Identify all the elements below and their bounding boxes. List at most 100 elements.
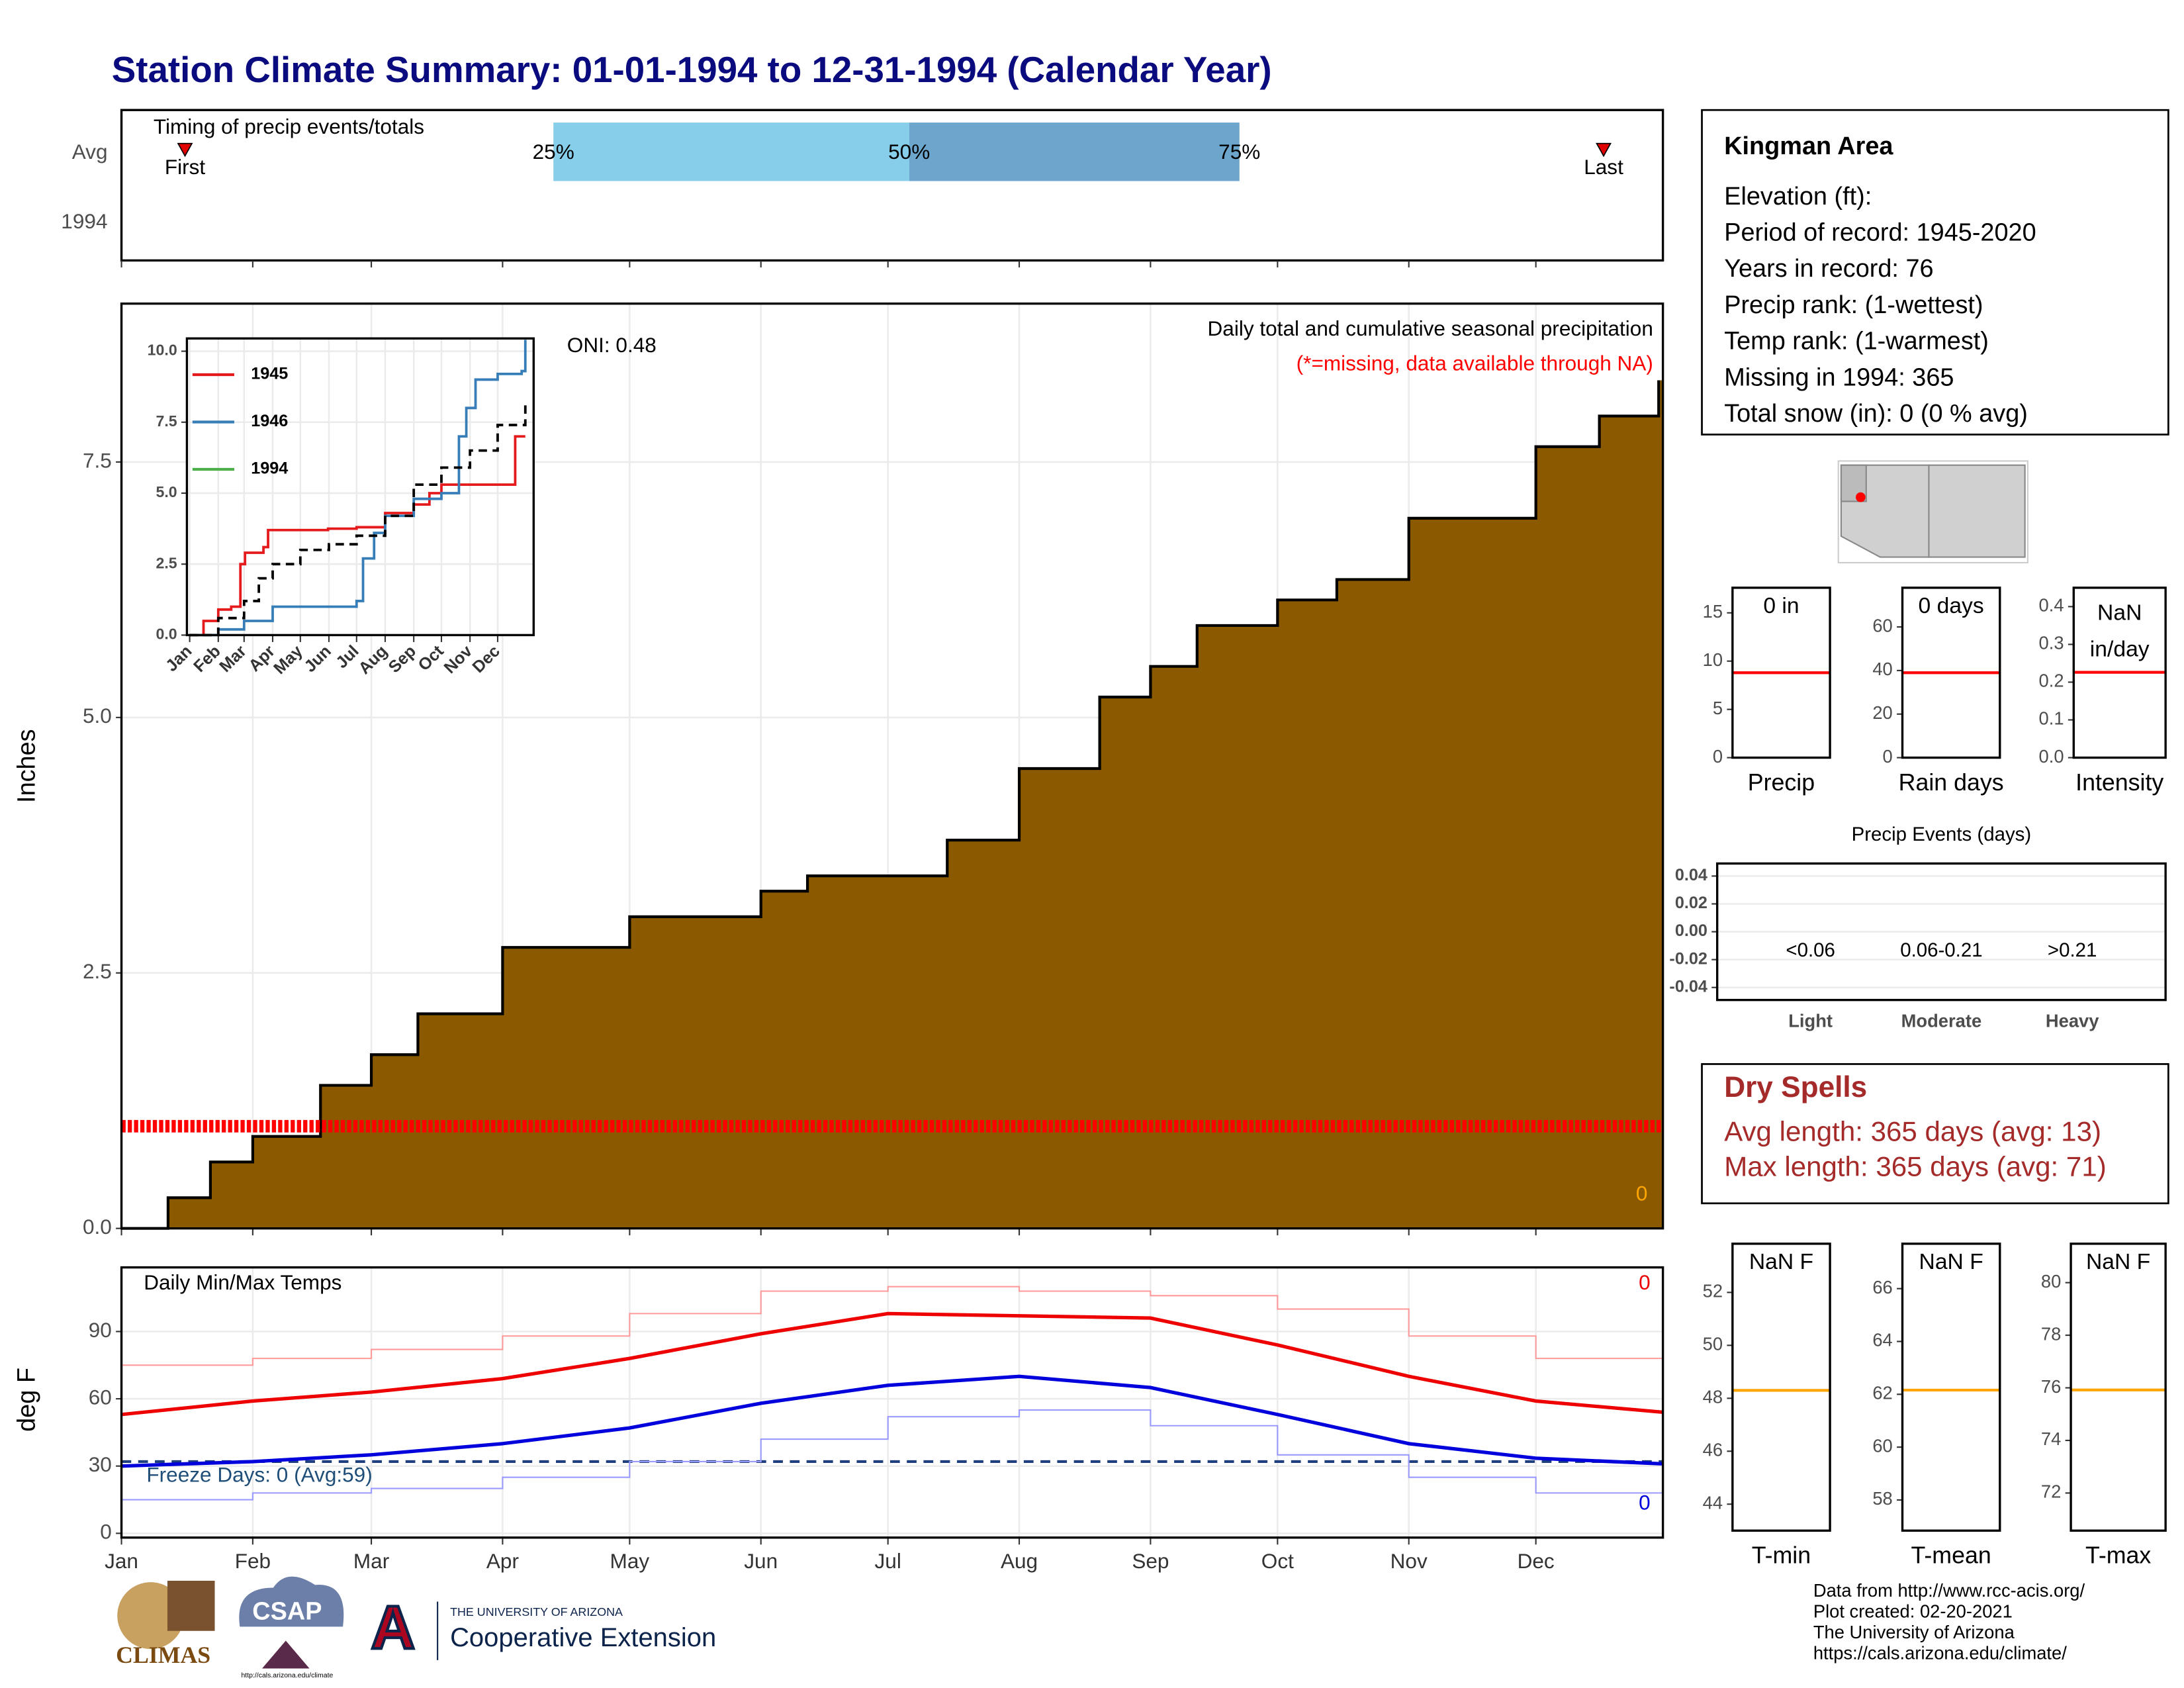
timing-marker-label: Last	[1584, 155, 1623, 179]
dry-spells-title: Dry Spells	[1724, 1071, 1867, 1103]
chart-title: Precip Events (days)	[1852, 823, 2032, 845]
info-line: Temp rank: (1-warmest)	[1724, 328, 1989, 355]
y-tick-label: 80	[2041, 1271, 2061, 1291]
y-axis-label: deg F	[13, 1368, 41, 1432]
series-line	[121, 1286, 1664, 1372]
y-tick-label: 60	[89, 1385, 112, 1409]
logos: CLIMAS CSAP http://cals.arizona.edu/clim…	[116, 1576, 716, 1679]
cumulative-outline	[121, 380, 1661, 1230]
y-tick-label: -0.04	[1669, 977, 1707, 996]
y-tick-label: 20	[1872, 702, 1892, 723]
y-tick-label: 10.0	[148, 342, 177, 359]
annotation: (*=missing, data available through NA)	[1297, 352, 1653, 375]
y-tick-label: 62	[1872, 1383, 1892, 1403]
y-tick-label: 7.5	[156, 412, 177, 430]
info-line: Total snow (in): 0 (0 % avg)	[1724, 400, 2028, 428]
x-tick-label: Aug	[1001, 1549, 1038, 1573]
x-tick-label: Feb	[235, 1549, 271, 1573]
annotation: 0	[1639, 1270, 1651, 1294]
y-tick-label: 0	[1883, 746, 1893, 767]
annotation: ONI: 0.48	[567, 333, 657, 357]
y-tick-label: -0.02	[1669, 949, 1707, 968]
percentile-bar	[909, 122, 1240, 181]
y-tick-label: 10	[1703, 649, 1723, 670]
series-line	[121, 1311, 1663, 1417]
y-tick-label: 60	[1872, 615, 1892, 635]
y-tick-label: 15	[1703, 601, 1723, 622]
series-line	[121, 1374, 1663, 1468]
percentile-label: 25%	[533, 140, 574, 164]
y-tick-label: 72	[2041, 1481, 2061, 1502]
y-tick-label: 76	[2041, 1376, 2061, 1397]
threshold-label: <0.06	[1786, 939, 1835, 961]
dry-spells-line: Avg length: 365 days (avg: 13)	[1724, 1116, 2101, 1147]
x-tick-label: Nov	[1390, 1549, 1428, 1573]
y-tick-label: 44	[1703, 1492, 1723, 1513]
annotation: Freeze Days: 0 (Avg:59)	[146, 1463, 372, 1487]
annotation: 0	[1636, 1182, 1648, 1205]
panel-frame	[120, 109, 1664, 262]
x-tick-label: Heavy	[2046, 1011, 2099, 1031]
panel-frame	[1901, 586, 2001, 759]
info-box	[1701, 109, 2169, 436]
info-title: Kingman Area	[1724, 132, 1893, 160]
y-tick-label: 58	[1872, 1488, 1892, 1509]
dry-spells-box	[1701, 1063, 2169, 1205]
gauge-label: NaN F	[2086, 1250, 2150, 1274]
panel-bg	[121, 1267, 1663, 1538]
y-tick-label: 0.4	[2039, 595, 2064, 616]
info-line: Precip rank: (1-wettest)	[1724, 291, 1983, 319]
y-tick-label: 52	[1703, 1281, 1723, 1301]
y-tick-label: 66	[1872, 1277, 1892, 1297]
footer-line: https://cals.arizona.edu/climate/	[1813, 1643, 2067, 1664]
y-tick-label: 46	[1703, 1440, 1723, 1460]
panel-frame	[120, 1266, 1664, 1539]
x-tick-label: Jul	[875, 1549, 901, 1573]
x-tick-label: Sep	[1132, 1549, 1169, 1573]
y-tick-label: 0.2	[2039, 671, 2064, 691]
annotation: Daily total and cumulative seasonal prec…	[1208, 316, 1653, 340]
y-tick-label: 0.0	[156, 626, 177, 643]
timing-marker	[177, 142, 193, 158]
y-tick-label: 30	[89, 1452, 112, 1476]
y-axis-label: Inches	[13, 729, 41, 803]
legend-label: 1946	[251, 412, 288, 430]
panel-frame	[2072, 586, 2167, 759]
gauge-x-label: Rain days	[1899, 769, 2004, 796]
footer-line: The University of Arizona	[1813, 1622, 2015, 1642]
x-tick-label: Dec	[1518, 1549, 1555, 1573]
cumulative-area	[121, 380, 1663, 1229]
csap-cloud	[239, 1576, 344, 1627]
page-title: Station Climate Summary: 01-01-1994 to 1…	[112, 49, 1272, 90]
info-line: Missing in 1994: 365	[1724, 363, 1954, 391]
panel-frame	[120, 302, 1664, 1230]
y-tick-label: 5	[1713, 698, 1723, 718]
x-tick-label: Oct	[1261, 1549, 1294, 1573]
ua-label: THE UNIVERSITY OF ARIZONA	[450, 1605, 623, 1618]
panel-frame	[1731, 1243, 1831, 1532]
y-tick-label: 7.5	[83, 448, 112, 472]
y-tick-label: 78	[2041, 1323, 2061, 1344]
csap-url: http://cals.arizona.edu/climate	[241, 1671, 333, 1679]
climas-logo	[167, 1580, 215, 1631]
ua-mark: A	[371, 1593, 415, 1662]
y-tick-label: 74	[2041, 1429, 2061, 1449]
map-state	[1928, 464, 2026, 558]
y-tick-label: 1994	[61, 209, 107, 233]
csap-mountain	[262, 1640, 310, 1669]
series-line	[121, 1409, 1664, 1501]
gauge-label: in/day	[2090, 637, 2150, 661]
x-tick-label: Jan	[105, 1549, 138, 1573]
x-tick-label: Mar	[353, 1549, 389, 1573]
gauge-x-label: T-min	[1752, 1542, 1811, 1569]
y-tick-label: 0.02	[1675, 894, 1707, 912]
percentile-label: 50%	[888, 140, 930, 164]
x-tick-label: May	[610, 1549, 650, 1573]
dry-spells-line: Max length: 365 days (avg: 71)	[1724, 1150, 2107, 1182]
y-tick-label: 90	[89, 1318, 112, 1342]
panel-title: Timing of precip events/totals	[154, 115, 424, 138]
gauge-x-label: T-max	[2085, 1542, 2151, 1569]
annotation: 0	[1639, 1491, 1651, 1515]
